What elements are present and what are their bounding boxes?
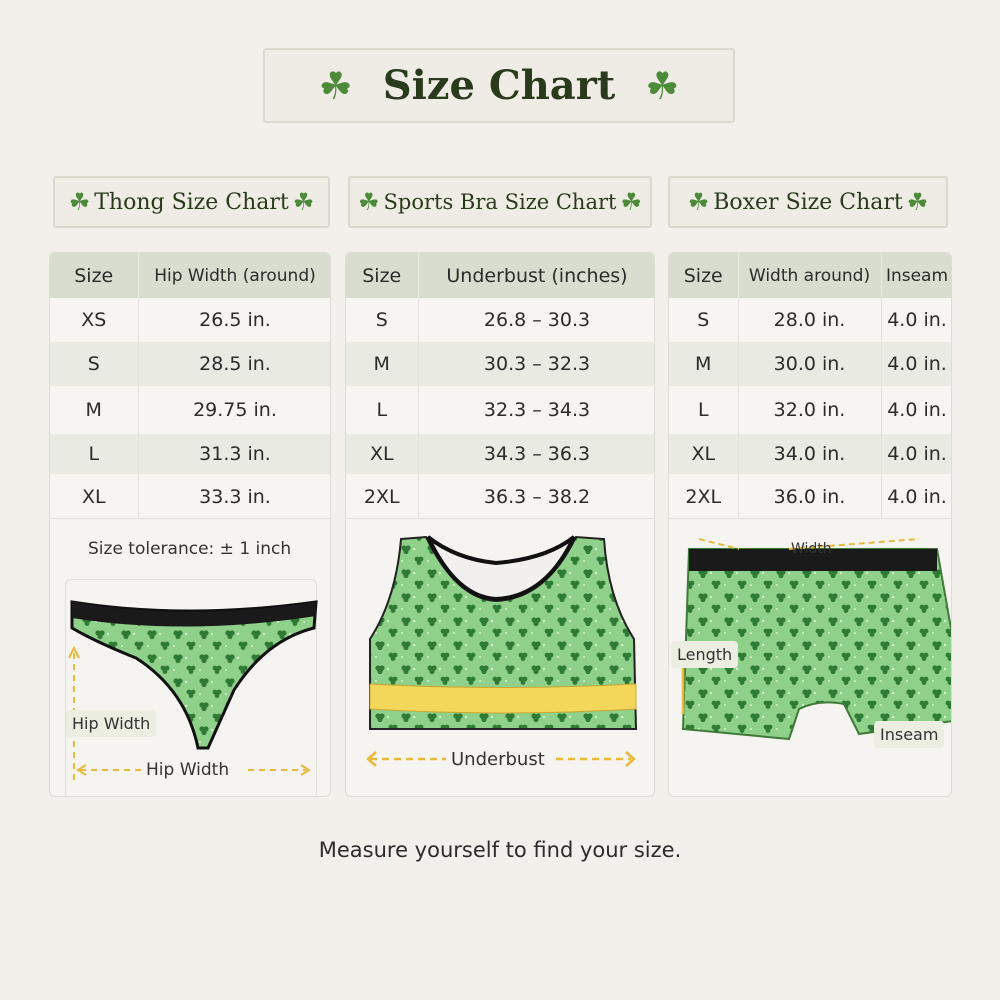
measurement-cell: 32.3 – 34.3 [418,386,654,434]
measurement-cell: 36.0 in. [738,474,882,519]
table-row: XS 26.5 in. [50,298,330,342]
size-cell: XL [50,474,139,519]
table-row: 2XL 36.3 – 38.2 [346,474,654,519]
thong-heading-text: Thong Size Chart [94,189,289,215]
measurement-cell: 26.8 – 30.3 [418,298,654,342]
table-row: M 29.75 in. [50,386,330,434]
column-header: Size [50,253,139,298]
column-header: Hip Width (around) [138,253,330,298]
measurement-cell: 30.3 – 32.3 [418,342,654,386]
table-row: S 28.5 in. [50,342,330,386]
measurement-cell: 26.5 in. [138,298,330,342]
column-header: Underbust (inches) [418,253,654,298]
boxer-size-table: Size Width around) Inseam S 28.0 in. 4.0 in. M… [669,253,951,519]
column-header: Size [669,253,739,298]
table-row: L 32.0 in. 4.0 in. [669,386,951,434]
shamrock-icon: ☘ [358,188,380,216]
measurement-cell: 4.0 in. [881,342,951,386]
length-label: Length [671,641,739,668]
size-cell: S [50,342,139,386]
page-title: Size Chart [382,62,616,109]
bra-heading: ☘ Sports Bra Size Chart ☘ [348,176,652,228]
size-cell: XS [50,298,139,342]
thong-illustration: Hip Width Hip Width [65,579,318,796]
table-header-row: Size Hip Width (around) [50,253,330,298]
column-header: Width around) [738,253,882,298]
shamrock-icon: ☘ [318,63,353,108]
measurement-cell: 33.3 in. [138,474,330,519]
underbust-label: Underbust [451,749,545,770]
bra-panel: Size Underbust (inches) S 26.8 – 30.3 M 30.3 … [345,252,655,797]
thong-panel: Size Hip Width (around) XS 26.5 in. S 28.5 in… [49,252,331,797]
measurement-cell: 4.0 in. [881,386,951,434]
measurement-cell: 4.0 in. [881,434,951,474]
table-row: S 26.8 – 30.3 [346,298,654,342]
thong-size-table: Size Hip Width (around) XS 26.5 in. S 28.5 in… [50,253,330,519]
size-cell: XL [346,434,419,474]
table-header-row: Size Width around) Inseam [669,253,951,298]
measurement-cell: 4.0 in. [881,474,951,519]
table-row: M 30.0 in. 4.0 in. [669,342,951,386]
measurement-cell: 28.0 in. [738,298,882,342]
measurement-cell: 28.5 in. [138,342,330,386]
measurement-cell: 4.0 in. [881,298,951,342]
bra-illustration: Underbust [346,518,654,796]
table-row: XL 33.3 in. [50,474,330,519]
table-row: L 32.3 – 34.3 [346,386,654,434]
size-cell: S [669,298,739,342]
table-row: M 30.3 – 32.3 [346,342,654,386]
size-tolerance: Size tolerance: ± 1 inch [88,539,292,559]
size-cell: L [669,386,739,434]
bra-heading-text: Sports Bra Size Chart [383,190,617,214]
shamrock-icon: ☘ [645,63,680,108]
column-header: Inseam [881,253,951,298]
size-cell: S [346,298,419,342]
hip-width-vertical-label: Hip Width [66,710,157,737]
measurement-cell: 36.3 – 38.2 [418,474,654,519]
boxer-heading-text: Boxer Size Chart [713,189,903,215]
table-row: 2XL 36.0 in. 4.0 in. [669,474,951,519]
shamrock-icon: ☘ [620,188,642,216]
footer-note: Measure yourself to find your size. [318,838,682,862]
table-row: S 28.0 in. 4.0 in. [669,298,951,342]
width-label: Width [791,541,832,557]
measurement-cell: 34.3 – 36.3 [418,434,654,474]
thong-heading: ☘ Thong Size Chart ☘ [53,176,330,228]
shamrock-icon: ☘ [906,188,929,216]
size-cell: L [50,434,139,474]
table-header-row: Size Underbust (inches) [346,253,654,298]
size-cell: 2XL [669,474,739,519]
bra-size-table: Size Underbust (inches) S 26.8 – 30.3 M 30.3 … [346,253,654,519]
size-cell: M [50,386,139,434]
measurement-cell: 31.3 in. [138,434,330,474]
boxer-heading: ☘ Boxer Size Chart ☘ [668,176,948,228]
boxer-panel: Size Width around) Inseam S 28.0 in. 4.0 in. M… [668,252,952,797]
size-cell: XL [669,434,739,474]
shamrock-icon: ☘ [687,188,710,216]
shamrock-icon: ☘ [292,188,315,216]
hip-width-horizontal-label: Hip Width [146,760,230,780]
column-header: Size [346,253,419,298]
measurement-cell: 32.0 in. [738,386,882,434]
size-cell: M [346,342,419,386]
table-row: XL 34.3 – 36.3 [346,434,654,474]
inseam-label: Inseam [874,721,945,748]
measurement-cell: 30.0 in. [738,342,882,386]
measurement-cell: 34.0 in. [738,434,882,474]
boxer-illustration: Width Length Inseam [669,518,951,796]
size-cell: M [669,342,739,386]
size-cell: L [346,386,419,434]
table-row: XL 34.0 in. 4.0 in. [669,434,951,474]
page-title-box: ☘ Size Chart ☘ [263,48,735,123]
measurement-cell: 29.75 in. [138,386,330,434]
size-cell: 2XL [346,474,419,519]
table-row: L 31.3 in. [50,434,330,474]
shamrock-icon: ☘ [68,188,91,216]
